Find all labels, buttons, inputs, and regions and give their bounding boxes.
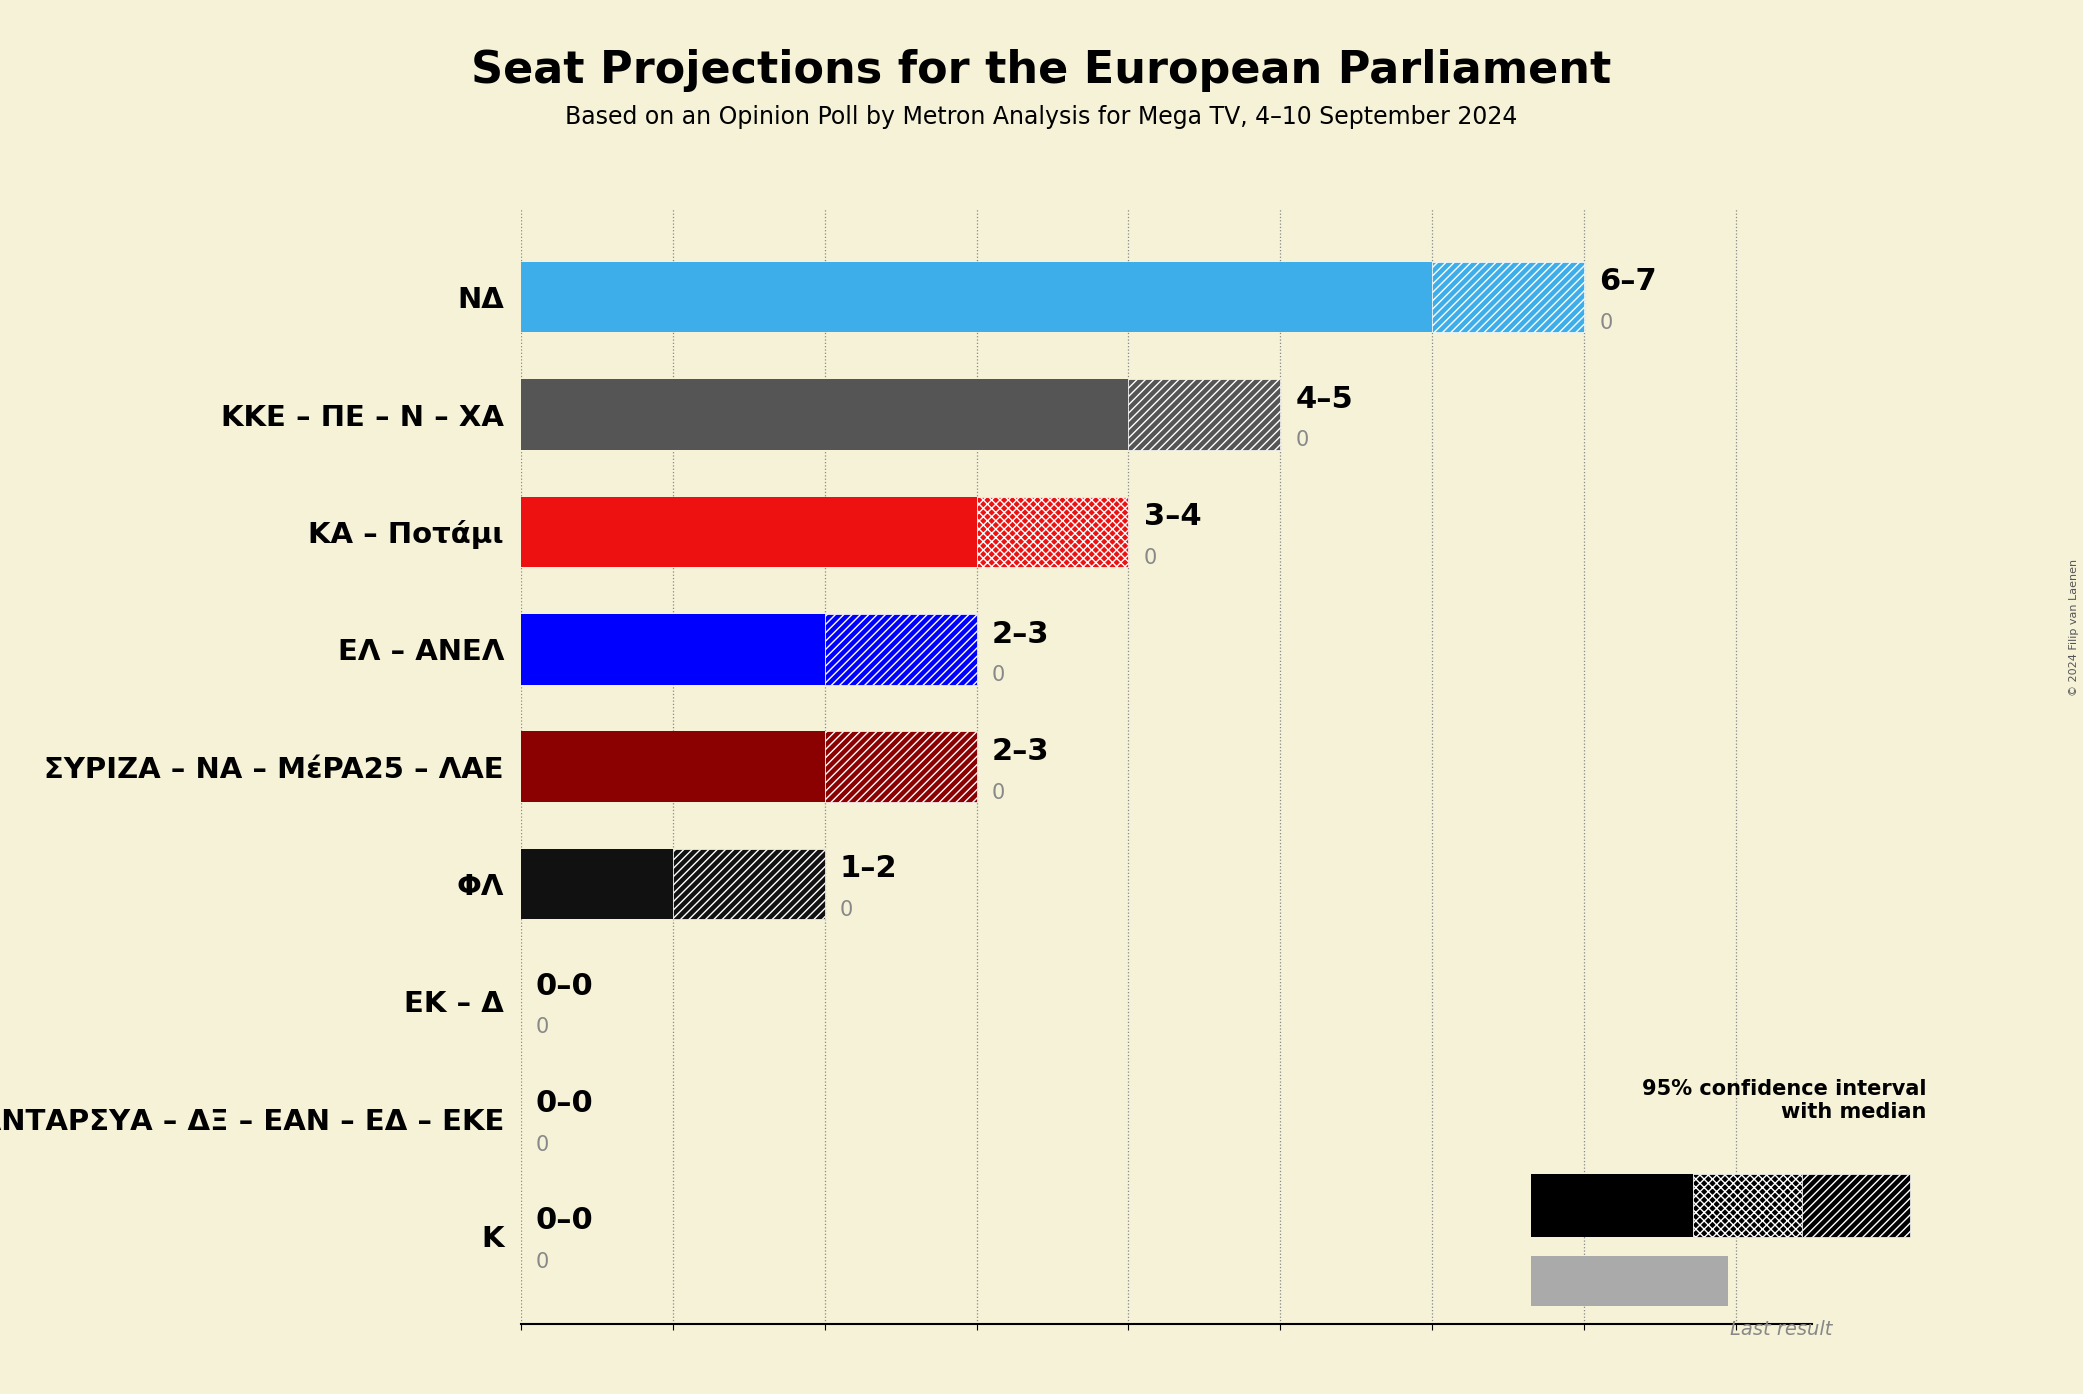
Bar [1802,1174,1910,1238]
Bar [1693,1174,1802,1238]
Text: 0: 0 [535,1135,550,1154]
Text: 2–3: 2–3 [992,737,1050,765]
Text: © 2024 Filip van Laenen: © 2024 Filip van Laenen [2068,559,2079,696]
Text: 4–5: 4–5 [1296,385,1354,414]
Bar [521,379,1129,450]
Text: 0: 0 [992,665,1004,684]
Bar [521,262,1433,332]
Text: Based on an Opinion Poll by Metron Analysis for Mega TV, 4–10 September 2024: Based on an Opinion Poll by Metron Analy… [564,105,1519,128]
Text: 0: 0 [1600,314,1612,333]
Text: 6–7: 6–7 [1600,268,1658,297]
Text: 0–0: 0–0 [535,1206,594,1235]
Text: 0–0: 0–0 [535,972,594,1001]
Text: 3–4: 3–4 [1144,502,1202,531]
Text: 0: 0 [839,901,854,920]
Bar [521,496,977,567]
Bar [825,615,977,684]
Bar [1129,379,1281,450]
Bar [1531,1256,1729,1306]
Bar [521,849,673,919]
Text: 1–2: 1–2 [839,855,898,884]
Text: Last result: Last result [1729,1320,1833,1340]
Text: 0: 0 [1144,548,1156,567]
Text: 0: 0 [992,782,1004,803]
Bar [825,732,977,802]
Text: 2–3: 2–3 [992,619,1050,648]
Text: 0: 0 [535,1018,550,1037]
Bar [521,615,825,684]
Bar [977,496,1129,567]
Bar [521,732,825,802]
Text: 0: 0 [1296,431,1308,450]
Text: 0–0: 0–0 [535,1089,594,1118]
Bar [1531,1174,1693,1238]
Bar [673,849,825,919]
Bar [1433,262,1585,332]
Text: 95% confidence interval
with median: 95% confidence interval with median [1641,1079,1927,1122]
Text: Seat Projections for the European Parliament: Seat Projections for the European Parlia… [471,49,1612,92]
Text: 0: 0 [535,1252,550,1273]
